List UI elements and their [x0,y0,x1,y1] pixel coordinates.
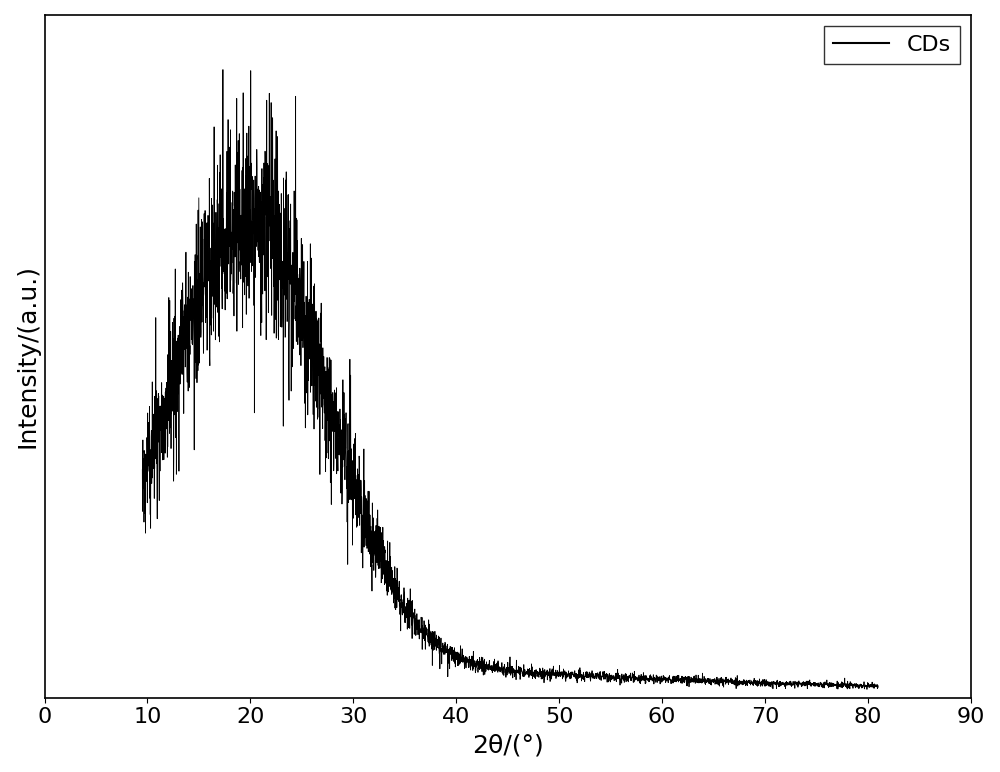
Y-axis label: Intensity/(a.u.): Intensity/(a.u.) [15,264,39,449]
Legend: CDs: CDs [824,26,960,64]
X-axis label: 2θ/(°): 2θ/(°) [472,733,544,757]
